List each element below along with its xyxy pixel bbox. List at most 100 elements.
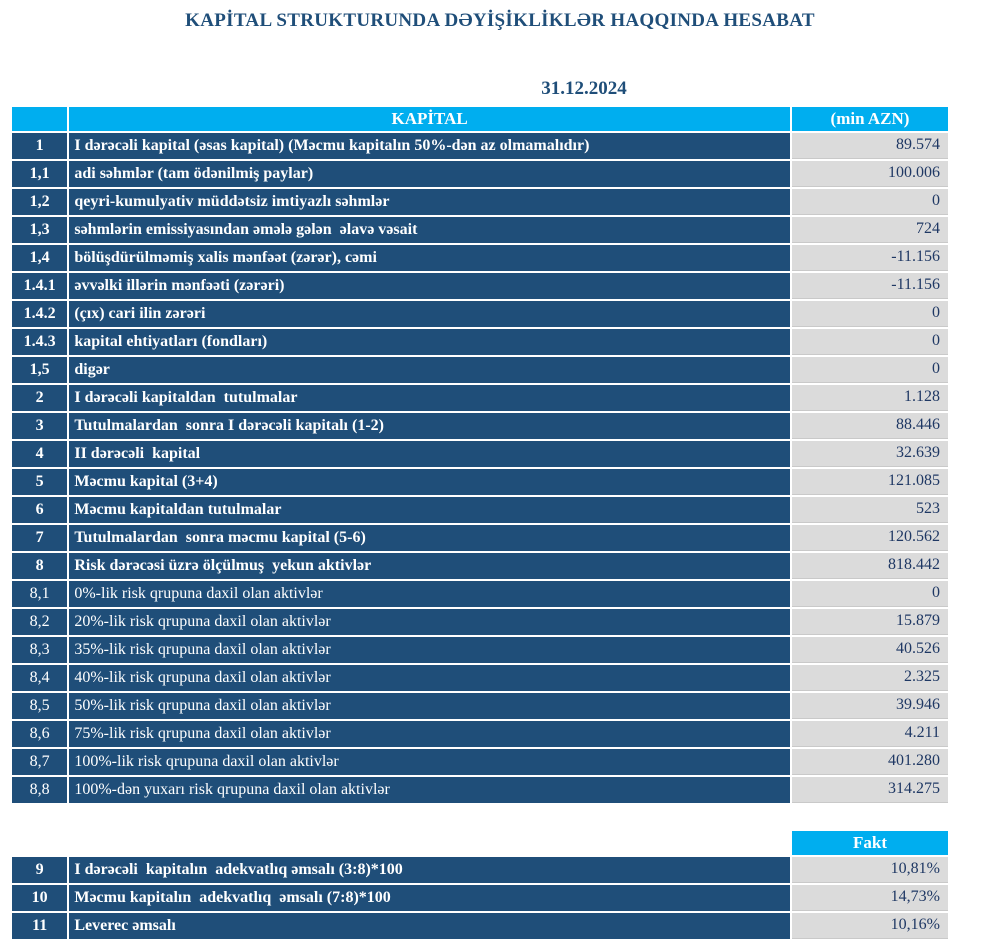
row-number: 5 [12,469,68,495]
row-number: 1.4.1 [12,273,68,299]
table-row: 8,7 100%-lik risk qrupuna daxil olan akt… [12,749,948,775]
row-value: 724 [791,217,948,243]
row-label: əvvəlki illərin mənfəəti (zərəri) [69,273,790,299]
ratios-table-body: 9 I dərəcəli kapitalın adekvatlıq əmsalı… [12,857,948,939]
row-value: 0 [791,329,948,355]
row-value: 10,16% [791,913,948,939]
row-value: 100.006 [791,161,948,187]
row-number: 8,8 [12,777,68,803]
table-row: 1,3 səhmlərin emissiyasından əmələ gələn… [12,217,948,243]
table-row: 8,5 50%-lik risk qrupuna daxil olan akti… [12,693,948,719]
row-value: 39.946 [791,693,948,719]
row-value: 0 [791,301,948,327]
row-label: 40%-lik risk qrupuna daxil olan aktivlər [69,665,790,691]
table-row: 1.4.3 kapital ehtiyatları (fondları) 0 [12,329,948,355]
row-label: 100%-dən yuxarı risk qrupuna daxil olan … [69,777,790,803]
row-value: 0 [791,581,948,607]
row-value: 120.562 [791,525,948,551]
row-value: 4.211 [791,721,948,747]
row-label: 0%-lik risk qrupuna daxil olan aktivlər [69,581,790,607]
row-number: 2 [12,385,68,411]
row-label: adi səhmlər (tam ödənilmiş paylar) [69,161,790,187]
row-value: 818.442 [791,553,948,579]
row-value: 14,73% [791,885,948,911]
table-row: 1,5 digər 0 [12,357,948,383]
table-row: 8,4 40%-lik risk qrupuna daxil olan akti… [12,665,948,691]
table-row: 1 I dərəcəli kapital (əsas kapital) (Məc… [12,133,948,159]
capital-table-header-row: KAPİTAL (min AZN) [12,107,948,131]
row-label: 20%-lik risk qrupuna daxil olan aktivlər [69,609,790,635]
ratios-header-ghost-2 [69,831,790,855]
table-row: 8,1 0%-lik risk qrupuna daxil olan aktiv… [12,581,948,607]
row-number: 3 [12,413,68,439]
row-label: qeyri-kumulyativ müddətsiz imtiyazlı səh… [69,189,790,215]
row-number: 1,5 [12,357,68,383]
row-label: 50%-lik risk qrupuna daxil olan aktivlər [69,693,790,719]
table-row: 9 I dərəcəli kapitalın adekvatlıq əmsalı… [12,857,948,883]
row-number: 7 [12,525,68,551]
row-number: 4 [12,441,68,467]
row-number: 1 [12,133,68,159]
row-number: 8,1 [12,581,68,607]
table-row: 6 Məcmu kapitaldan tutulmalar 523 [12,497,948,523]
row-value: 32.639 [791,441,948,467]
row-number: 10 [12,885,68,911]
row-number: 1,1 [12,161,68,187]
row-value: 523 [791,497,948,523]
table-row: 5 Məcmu kapital (3+4) 121.085 [12,469,948,495]
row-number: 1,3 [12,217,68,243]
report-title: KAPİTAL STRUKTURUNDA DƏYİŞİKLİKLƏR HAQQI… [185,10,815,31]
report-page: KAPİTAL STRUKTURUNDA DƏYİŞİKLİKLƏR HAQQI… [0,10,1000,941]
row-number: 8,5 [12,693,68,719]
row-value: 88.446 [791,413,948,439]
row-label: Məcmu kapitalın adekvatlıq əmsalı (7:8)*… [69,885,790,911]
row-number: 8,3 [12,637,68,663]
row-number: 9 [12,857,68,883]
capital-table-body: 1 I dərəcəli kapital (əsas kapital) (Məc… [12,133,948,803]
row-label: Leverec əmsalı [69,913,790,939]
row-value: 10,81% [791,857,948,883]
table-row: 1,2 qeyri-kumulyativ müddətsiz imtiyazlı… [12,189,948,215]
row-value: 121.085 [791,469,948,495]
row-label: (çıx) cari ilin zərəri [69,301,790,327]
row-number: 11 [12,913,68,939]
row-label: II dərəcəli kapital [69,441,790,467]
table-row: 2 I dərəcəli kapitaldan tutulmalar 1.128 [12,385,948,411]
row-number: 8,2 [12,609,68,635]
ratios-header-ghost-1 [12,831,67,855]
row-value: 2.325 [791,665,948,691]
row-number: 1,4 [12,245,68,271]
capital-table: KAPİTAL (min AZN) 1 I dərəcəli kapital (… [10,105,950,805]
row-number: 1,2 [12,189,68,215]
row-number: 1.4.3 [12,329,68,355]
row-number: 6 [12,497,68,523]
row-label: Tutulmalardan sonra məcmu kapital (5-6) [69,525,790,551]
table-row: 1,4 bölüşdürülməmiş xalis mənfəət (zərər… [12,245,948,271]
row-number: 8,4 [12,665,68,691]
header-cell-empty [12,107,68,131]
row-label: I dərəcəli kapitalın adekvatlıq əmsalı (… [69,857,790,883]
row-label: Məcmu kapitaldan tutulmalar [69,497,790,523]
table-row: 8,6 75%-lik risk qrupuna daxil olan akti… [12,721,948,747]
row-value: 89.574 [791,133,948,159]
row-label: bölüşdürülməmiş xalis mənfəət (zərər), c… [69,245,790,271]
row-label: Məcmu kapital (3+4) [69,469,790,495]
row-label: 100%-lik risk qrupuna daxil olan aktivlə… [69,749,790,775]
row-label: 35%-lik risk qrupuna daxil olan aktivlər [69,637,790,663]
table-row: 1.4.2 (çıx) cari ilin zərəri 0 [12,301,948,327]
row-value: 40.526 [791,637,948,663]
table-row: 10 Məcmu kapitalın adekvatlıq əmsalı (7:… [12,885,948,911]
table-row: 1.4.1 əvvəlki illərin mənfəəti (zərəri) … [12,273,948,299]
row-label: kapital ehtiyatları (fondları) [69,329,790,355]
row-label: I dərəcəli kapital (əsas kapital) (Məcmu… [69,133,790,159]
row-value: 401.280 [791,749,948,775]
row-label: digər [69,357,790,383]
row-value: -11.156 [791,273,948,299]
table-row: 8 Risk dərəcəsi üzrə ölçülmuş yekun akti… [12,553,948,579]
table-row: 11 Leverec əmsalı 10,16% [12,913,948,939]
header-cell-kapital: KAPİTAL [69,107,790,131]
table-row: 1,1 adi səhmlər (tam ödənilmiş paylar) 1… [12,161,948,187]
row-label: 75%-lik risk qrupuna daxil olan aktivlər [69,721,790,747]
row-label: Tutulmalardan sonra I dərəcəli kapitalı … [69,413,790,439]
row-label: I dərəcəli kapitaldan tutulmalar [69,385,790,411]
